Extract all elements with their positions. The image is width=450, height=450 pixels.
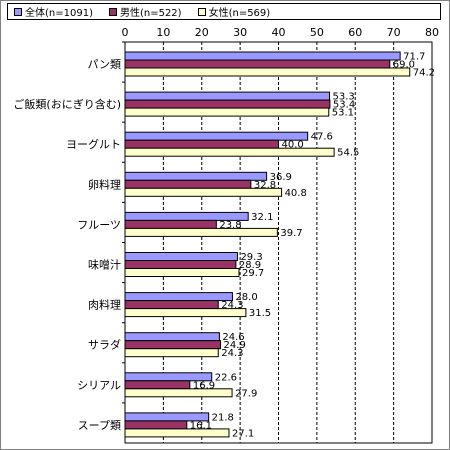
bar xyxy=(124,260,237,269)
data-label: 28.9 xyxy=(239,260,261,271)
category-label: スープ類 xyxy=(78,419,121,432)
bar xyxy=(124,348,219,358)
bar xyxy=(124,99,331,109)
category-label: パン類 xyxy=(87,58,121,71)
data-label: 54.5 xyxy=(337,148,359,159)
x-tick-label: 70 xyxy=(387,26,401,39)
bar xyxy=(124,420,188,430)
x-tick-label: 0 xyxy=(122,26,129,39)
data-label: 24.3 xyxy=(221,348,243,359)
legend-swatch-male xyxy=(108,7,117,16)
category-label: 卵料理 xyxy=(88,177,121,191)
data-label: 47.6 xyxy=(311,132,333,143)
x-tick-label: 50 xyxy=(310,26,324,39)
data-label: 71.7 xyxy=(403,52,425,63)
data-label: 36.9 xyxy=(270,172,292,183)
legend-label-female: 女性(n=569) xyxy=(208,8,271,19)
category-label: 肉料理 xyxy=(88,298,121,312)
category-label: シリアル xyxy=(77,379,121,392)
data-label: 16.9 xyxy=(193,380,215,391)
bar xyxy=(124,147,335,157)
x-tick-label: 20 xyxy=(195,26,209,39)
category-label: ヨーグルト xyxy=(66,137,121,151)
x-tick-label: 10 xyxy=(156,26,170,39)
bar xyxy=(124,59,391,69)
data-label: 27.9 xyxy=(235,388,257,399)
category-label: ご飯類(おにぎり含む) xyxy=(13,97,121,111)
bar xyxy=(124,91,331,101)
bar xyxy=(124,131,309,141)
bar xyxy=(124,332,220,342)
legend-item-all: 全体(n=1091) xyxy=(14,4,93,19)
bar xyxy=(124,300,219,310)
legend-swatch-female xyxy=(197,7,206,16)
bar xyxy=(124,227,278,237)
data-label: 22.6 xyxy=(215,372,237,383)
legend-item-male: 男性(n=522) xyxy=(108,4,182,19)
legend: 全体(n=1091) 男性(n=522) 女性(n=569) xyxy=(7,3,441,20)
data-label: 53.4 xyxy=(333,100,355,111)
bar xyxy=(124,51,401,61)
data-label: 24.3 xyxy=(221,300,243,311)
data-label: 32.1 xyxy=(251,212,273,223)
bar xyxy=(124,67,411,77)
data-label: 23.8 xyxy=(219,220,241,231)
bar xyxy=(124,428,230,438)
data-label: 29.3 xyxy=(240,252,262,263)
legend-label-all: 全体(n=1091) xyxy=(25,8,93,19)
data-label: 27.1 xyxy=(232,428,254,439)
x-tick-label: 80 xyxy=(425,26,439,39)
bar xyxy=(124,340,222,350)
data-label: 24.6 xyxy=(222,332,244,343)
category-label: 味噌汁 xyxy=(88,259,121,272)
data-label: 40.8 xyxy=(285,188,307,199)
data-label: 39.7 xyxy=(280,228,302,239)
data-label: 40.0 xyxy=(282,140,304,151)
bar xyxy=(124,252,238,261)
bar xyxy=(124,380,191,390)
category-label: フルーツ xyxy=(77,218,121,231)
bar xyxy=(124,292,233,302)
data-label: 21.8 xyxy=(212,412,234,423)
x-tick-label: 60 xyxy=(348,26,362,39)
bar xyxy=(124,308,247,318)
data-label: 53.1 xyxy=(332,108,354,119)
data-label: 31.5 xyxy=(249,308,271,319)
bar xyxy=(124,268,240,277)
data-label: 53.3 xyxy=(333,92,355,103)
bar xyxy=(124,388,233,398)
data-label: 32.8 xyxy=(254,180,276,191)
data-label: 28.0 xyxy=(235,292,257,303)
bar xyxy=(124,171,268,181)
legend-swatch-all xyxy=(14,7,22,16)
bar xyxy=(124,219,217,229)
legend-label-male: 男性(n=522) xyxy=(119,8,182,19)
data-label: 74.2 xyxy=(413,68,435,79)
data-label: 69.0 xyxy=(393,60,415,71)
legend-item-female: 女性(n=569) xyxy=(197,4,271,19)
data-label: 29.7 xyxy=(242,268,264,279)
data-label: 24.9 xyxy=(224,340,246,351)
bar xyxy=(124,179,252,189)
x-tick-label: 30 xyxy=(233,26,247,39)
bar xyxy=(124,187,283,197)
bar xyxy=(124,139,279,149)
x-tick-label: 40 xyxy=(272,26,286,39)
bar xyxy=(124,107,330,117)
data-label: 16.1 xyxy=(190,420,212,431)
category-label: サラダ xyxy=(88,338,121,352)
